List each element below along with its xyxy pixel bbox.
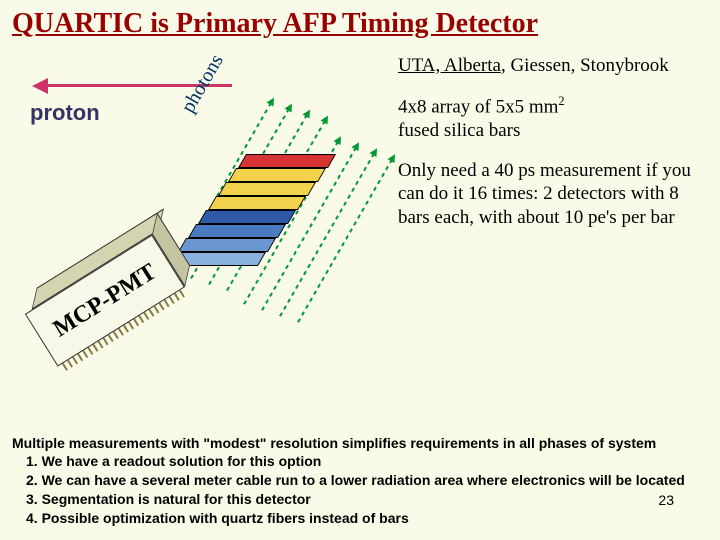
bar-layer	[228, 168, 326, 182]
pin-icon	[98, 341, 104, 349]
pin-icon	[138, 315, 144, 323]
list-item: We have a readout solution for this opti…	[26, 452, 708, 471]
bar-layer	[198, 210, 296, 224]
pin-icon	[123, 325, 129, 333]
detector-diagram: proton photons MCP-PMT	[12, 54, 382, 374]
bottom-list: We have a readout solution for this opti…	[12, 452, 708, 528]
pin-icon	[154, 306, 160, 314]
bar-layer	[188, 224, 286, 238]
pin-icon	[82, 350, 88, 358]
need-box: Only need a 40 ps measurement if you can…	[398, 157, 708, 232]
pin-icon	[62, 363, 68, 371]
page-number: 23	[658, 492, 674, 508]
mcp-pmt-box: MCP-PMT	[25, 235, 189, 374]
pin-icon	[77, 353, 83, 361]
pin-icon	[143, 312, 149, 320]
array-superscript: 2	[558, 94, 564, 108]
pin-icon	[92, 344, 98, 352]
proton-label: proton	[30, 100, 100, 126]
slide-title: QUARTIC is Primary AFP Timing Detector	[0, 0, 720, 44]
pin-icon	[128, 322, 134, 330]
main-area: proton photons MCP-PMT UTA, Alberta, Gie…	[0, 44, 720, 384]
array-box: 4x8 array of 5x5 mm2 fused silica bars	[398, 92, 708, 145]
info-column: UTA, Alberta, Giessen, Stonybrook 4x8 ar…	[398, 52, 708, 244]
bar-layer	[238, 154, 336, 168]
pin-icon	[108, 334, 114, 342]
bar-layer	[218, 182, 316, 196]
pin-icon	[148, 309, 154, 317]
list-item: Segmentation is natural for this detecto…	[26, 490, 708, 509]
institutions-box: UTA, Alberta, Giessen, Stonybrook	[398, 52, 708, 80]
pin-icon	[133, 318, 139, 326]
list-item: We can have a several meter cable run to…	[26, 471, 708, 490]
bar-layer	[178, 238, 276, 252]
pin-icon	[72, 357, 78, 365]
silica-bars-3d	[242, 154, 392, 294]
pin-icon	[113, 331, 119, 339]
pin-icon	[67, 360, 73, 368]
pin-icon	[87, 347, 93, 355]
bottom-heading: Multiple measurements with "modest" reso…	[12, 434, 708, 453]
bar-layer	[208, 196, 306, 210]
array-line2: fused silica bars	[398, 120, 520, 141]
pin-icon	[159, 303, 165, 311]
pin-icon	[174, 293, 180, 301]
institutions-underlined: UTA, Alberta	[398, 55, 501, 76]
pin-icon	[103, 337, 109, 345]
bottom-summary: Multiple measurements with "modest" reso…	[10, 430, 710, 532]
pin-icon	[169, 296, 175, 304]
pin-icon	[179, 290, 185, 298]
proton-arrow-head-icon	[32, 78, 48, 94]
array-line1: 4x8 array of 5x5 mm	[398, 96, 558, 117]
pin-icon	[118, 328, 124, 336]
institutions-rest: , Giessen, Stonybrook	[501, 55, 669, 76]
list-item: Possible optimization with quartz fibers…	[26, 509, 708, 528]
pin-icon	[164, 299, 170, 307]
